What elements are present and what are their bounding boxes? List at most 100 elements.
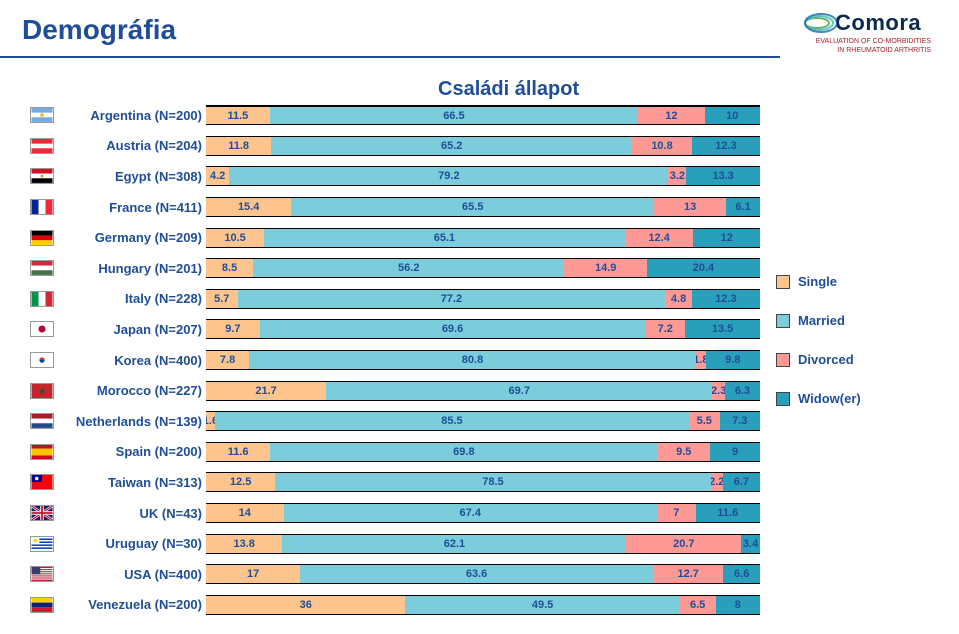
table-row: Egypt (N=308)4.279.23.213.3 [30,161,760,192]
segment: 12.3 [692,290,760,308]
segment: 3.4 [741,535,760,553]
bar: 3649.56.58 [206,595,760,615]
segment: 10.5 [206,229,264,247]
segment: 69.8 [270,443,657,461]
segment: 6.5 [680,596,716,614]
flag-de [30,230,54,246]
flag-hu [30,260,54,276]
segment: 5.5 [689,412,720,430]
segment: 6.3 [725,382,760,400]
bar: 13.862.120.73.4 [206,534,760,554]
segment: 80.8 [249,351,696,369]
logo: Comora EVALUATION OF CO-MORBIDITIES IN R… [805,10,931,80]
bar: 11.669.89.59 [206,442,760,462]
table-row: Argentina (N=200)11.566.51210 [30,100,760,131]
table-row: France (N=411)15.465.5136.1 [30,192,760,223]
table-row: Germany (N=209)10.565.112.412 [30,222,760,253]
bar: 5.777.24.812.3 [206,289,760,309]
flag-es [30,444,54,460]
table-row: Spain (N=200)11.669.89.59 [30,437,760,468]
legend: Single Married Divorced Widow(er) [776,274,861,430]
row-label: Egypt (N=308) [60,169,206,184]
segment: 11.8 [206,137,271,155]
legend-item: Married [776,313,861,328]
title-underline [0,56,780,58]
logo-sub2: IN RHEUMATOID ARTHRITIS [805,47,931,54]
segment: 12.4 [625,229,694,247]
svg-text:★: ★ [38,386,46,396]
flag-uy [30,536,54,552]
segment: 13.5 [685,320,760,338]
table-row: Venezuela (N=200)3649.56.58 [30,590,760,621]
flag-ma: ★ [30,383,54,399]
table-row: Uruguay (N=30)13.862.120.73.4 [30,528,760,559]
flag-at [30,138,54,154]
row-label: Italy (N=228) [60,291,206,306]
row-label: Uruguay (N=30) [60,536,206,551]
page-title: Demográfia [22,14,176,46]
segment: 65.2 [271,137,632,155]
table-row: Taiwan (N=313)12.578.52.26.7 [30,467,760,498]
segment: 13 [654,198,726,216]
bar: 1763.612.76.6 [206,564,760,584]
segment: 11.5 [206,107,270,124]
bar: 7.880.81.89.8 [206,350,760,370]
segment: 1.6 [206,412,215,430]
segment: 77.2 [238,290,666,308]
bar: 11.865.210.812.3 [206,136,760,156]
legend-label: Divorced [798,352,854,367]
segment: 7.3 [720,412,760,430]
segment: 65.1 [264,229,625,247]
segment: 9.7 [206,320,260,338]
row-label: Morocco (N=227) [60,383,206,398]
row-label: Spain (N=200) [60,444,206,459]
flag-eg [30,168,54,184]
table-row: Korea (N=400)7.880.81.89.8 [30,345,760,376]
segment: 6.7 [723,473,760,491]
legend-item: Divorced [776,352,861,367]
legend-swatch [776,353,790,367]
segment: 14 [206,504,284,522]
table-row: Hungary (N=201)8.556.214.920.4 [30,253,760,284]
segment: 67.4 [284,504,657,522]
bar: 11.566.51210 [206,105,760,125]
legend-label: Married [798,313,845,328]
flag-it [30,291,54,307]
segment: 12 [693,229,759,247]
row-label: USA (N=400) [60,567,206,582]
segment: 65.5 [291,198,654,216]
segment: 6.1 [726,198,760,216]
logo-word: Comora [835,10,921,36]
segment: 4.8 [665,290,692,308]
flag-kr [30,352,54,368]
legend-swatch [776,392,790,406]
row-label: Taiwan (N=313) [60,475,206,490]
table-row: Italy (N=228)5.777.24.812.3 [30,284,760,315]
segment: 13.3 [686,167,760,185]
segment: 62.1 [282,535,626,553]
segment: 56.2 [253,259,564,277]
table-row: Netherlands (N=139)1.685.55.57.3 [30,406,760,437]
segment: 8 [716,596,760,614]
segment: 69.6 [260,320,646,338]
segment: 21.7 [206,382,326,400]
table-row: Japan (N=207)9.769.67.213.5 [30,314,760,345]
legend-swatch [776,275,790,289]
segment: 2.2 [711,473,723,491]
segment: 11.6 [206,443,270,461]
bar: 15.465.5136.1 [206,197,760,217]
table-row: USA (N=400)1763.612.76.6 [30,559,760,590]
segment: 9.8 [706,351,760,369]
stacked-bar-chart: Argentina (N=200)11.566.51210Austria (N=… [30,100,760,620]
row-label: Germany (N=209) [60,230,206,245]
segment: 78.5 [275,473,710,491]
segment: 12 [638,107,704,124]
flag-gb [30,505,54,521]
legend-label: Widow(er) [798,391,861,406]
row-label: Korea (N=400) [60,353,206,368]
flag-fr [30,199,54,215]
flag-ar [30,107,54,123]
segment: 17 [206,565,300,583]
legend-label: Single [798,274,837,289]
segment: 1.8 [696,351,706,369]
